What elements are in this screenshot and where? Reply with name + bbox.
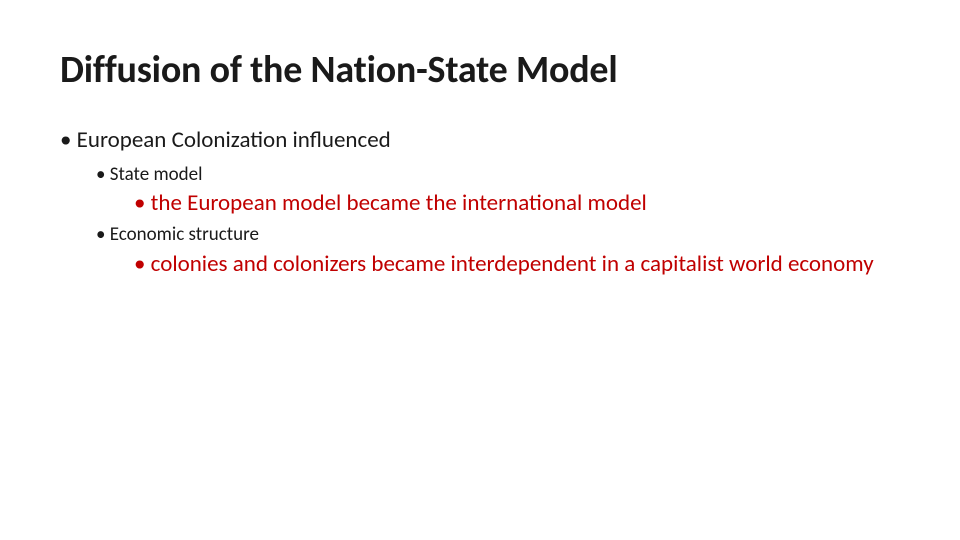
bullet-text-1-2-1: colonies and colonizers became interdepe… (151, 250, 874, 278)
slide-container: Diffusion of the Nation-State Model Euro… (0, 0, 960, 540)
bullet-item-1-1-1: the European model became the internatio… (134, 189, 900, 218)
bullet-text-1-1: State model (110, 163, 203, 186)
bullet-item-1-2-1: colonies and colonizers became interdepe… (134, 250, 900, 279)
bullet-text-1: European Colonization influenced (77, 126, 391, 154)
bullet-list-level3-b: colonies and colonizers became interdepe… (96, 250, 900, 279)
bullet-text-1-2: Economic structure (110, 223, 259, 246)
bullet-list-level2-a: State model the European model became th… (60, 162, 900, 279)
bullet-list-level3-a: the European model became the internatio… (96, 189, 900, 218)
bullet-list-level1: European Colonization influenced State m… (60, 126, 900, 279)
slide-title: Diffusion of the Nation-State Model (60, 50, 900, 92)
bullet-item-1-1: State model the European model became th… (96, 162, 900, 218)
bullet-item-1: European Colonization influenced State m… (60, 126, 900, 279)
bullet-text-1-1-1: the European model became the internatio… (151, 189, 647, 217)
bullet-item-1-2: Economic structure colonies and colonize… (96, 222, 900, 278)
